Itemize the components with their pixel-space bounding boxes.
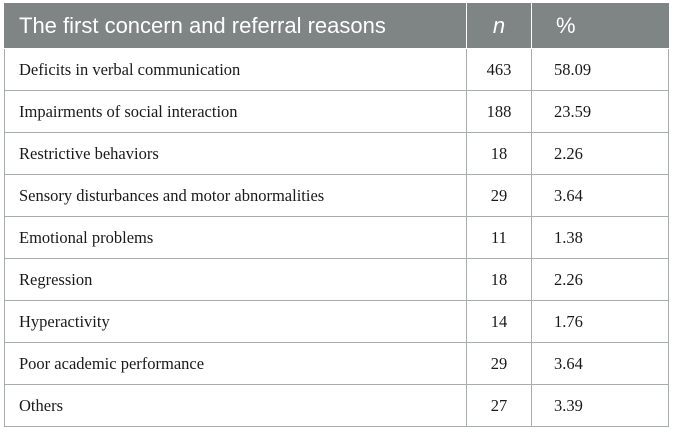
cell-reason: Others: [4, 384, 467, 427]
table-row: Deficits in verbal communication 463 58.…: [4, 48, 669, 91]
cell-reason: Sensory disturbances and motor abnormali…: [4, 174, 467, 217]
cell-n: 18: [466, 132, 532, 175]
table-row: Emotional problems 11 1.38: [4, 216, 669, 259]
referral-reasons-table: The first concern and referral reasons n…: [4, 3, 669, 427]
table-header: The first concern and referral reasons n…: [4, 3, 669, 49]
table-row: Hyperactivity 14 1.76: [4, 300, 669, 343]
cell-percent: 1.76: [531, 300, 669, 343]
cell-reason: Regression: [4, 258, 467, 301]
table-row: Others 27 3.39: [4, 384, 669, 427]
cell-percent: 1.38: [531, 216, 669, 259]
cell-percent: 2.26: [531, 258, 669, 301]
cell-percent: 58.09: [531, 48, 669, 91]
cell-reason: Deficits in verbal communication: [4, 48, 467, 91]
cell-reason: Poor academic performance: [4, 342, 467, 385]
table-row: Regression 18 2.26: [4, 258, 669, 301]
cell-reason: Hyperactivity: [4, 300, 467, 343]
cell-n: 29: [466, 174, 532, 217]
cell-reason: Emotional problems: [4, 216, 467, 259]
table-body: Deficits in verbal communication 463 58.…: [4, 48, 669, 427]
header-row: The first concern and referral reasons n…: [4, 3, 669, 49]
cell-percent: 3.39: [531, 384, 669, 427]
cell-n: 11: [466, 216, 532, 259]
cell-n: 463: [466, 48, 532, 91]
table-row: Impairments of social interaction 188 23…: [4, 90, 669, 133]
table-row: Restrictive behaviors 18 2.26: [4, 132, 669, 175]
cell-reason: Restrictive behaviors: [4, 132, 467, 175]
table-row: Poor academic performance 29 3.64: [4, 342, 669, 385]
cell-percent: 3.64: [531, 174, 669, 217]
referral-reasons-table-container: The first concern and referral reasons n…: [4, 3, 669, 427]
cell-percent: 3.64: [531, 342, 669, 385]
cell-n: 27: [466, 384, 532, 427]
cell-n: 29: [466, 342, 532, 385]
cell-percent: 2.26: [531, 132, 669, 175]
cell-reason: Impairments of social interaction: [4, 90, 467, 133]
cell-percent: 23.59: [531, 90, 669, 133]
table-row: Sensory disturbances and motor abnormali…: [4, 174, 669, 217]
cell-n: 18: [466, 258, 532, 301]
cell-n: 14: [466, 300, 532, 343]
header-n: n: [466, 3, 532, 49]
cell-n: 188: [466, 90, 532, 133]
header-percent: %: [531, 3, 669, 49]
header-reason: The first concern and referral reasons: [4, 3, 467, 49]
